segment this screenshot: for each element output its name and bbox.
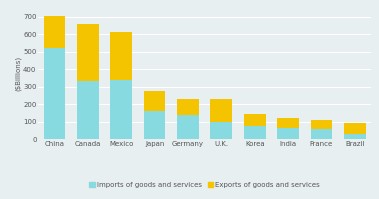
Bar <box>310 120 332 129</box>
Bar <box>177 99 199 115</box>
Bar <box>244 126 266 139</box>
Bar <box>210 122 232 139</box>
Bar <box>344 134 366 139</box>
Legend: Imports of goods and services, Exports of goods and services: Imports of goods and services, Exports o… <box>86 179 323 191</box>
Bar <box>77 24 99 81</box>
Bar <box>177 115 199 139</box>
Bar <box>310 129 332 139</box>
Bar <box>44 48 66 139</box>
Bar <box>110 80 132 139</box>
Bar <box>344 123 366 134</box>
Bar <box>277 118 299 128</box>
Bar <box>110 32 132 80</box>
Bar <box>244 114 266 126</box>
Bar <box>77 81 99 139</box>
Bar <box>44 16 66 48</box>
Bar <box>144 111 166 139</box>
Bar <box>144 91 166 111</box>
Y-axis label: ($Billions): ($Billions) <box>15 56 22 91</box>
Bar <box>210 99 232 122</box>
Bar <box>277 128 299 139</box>
